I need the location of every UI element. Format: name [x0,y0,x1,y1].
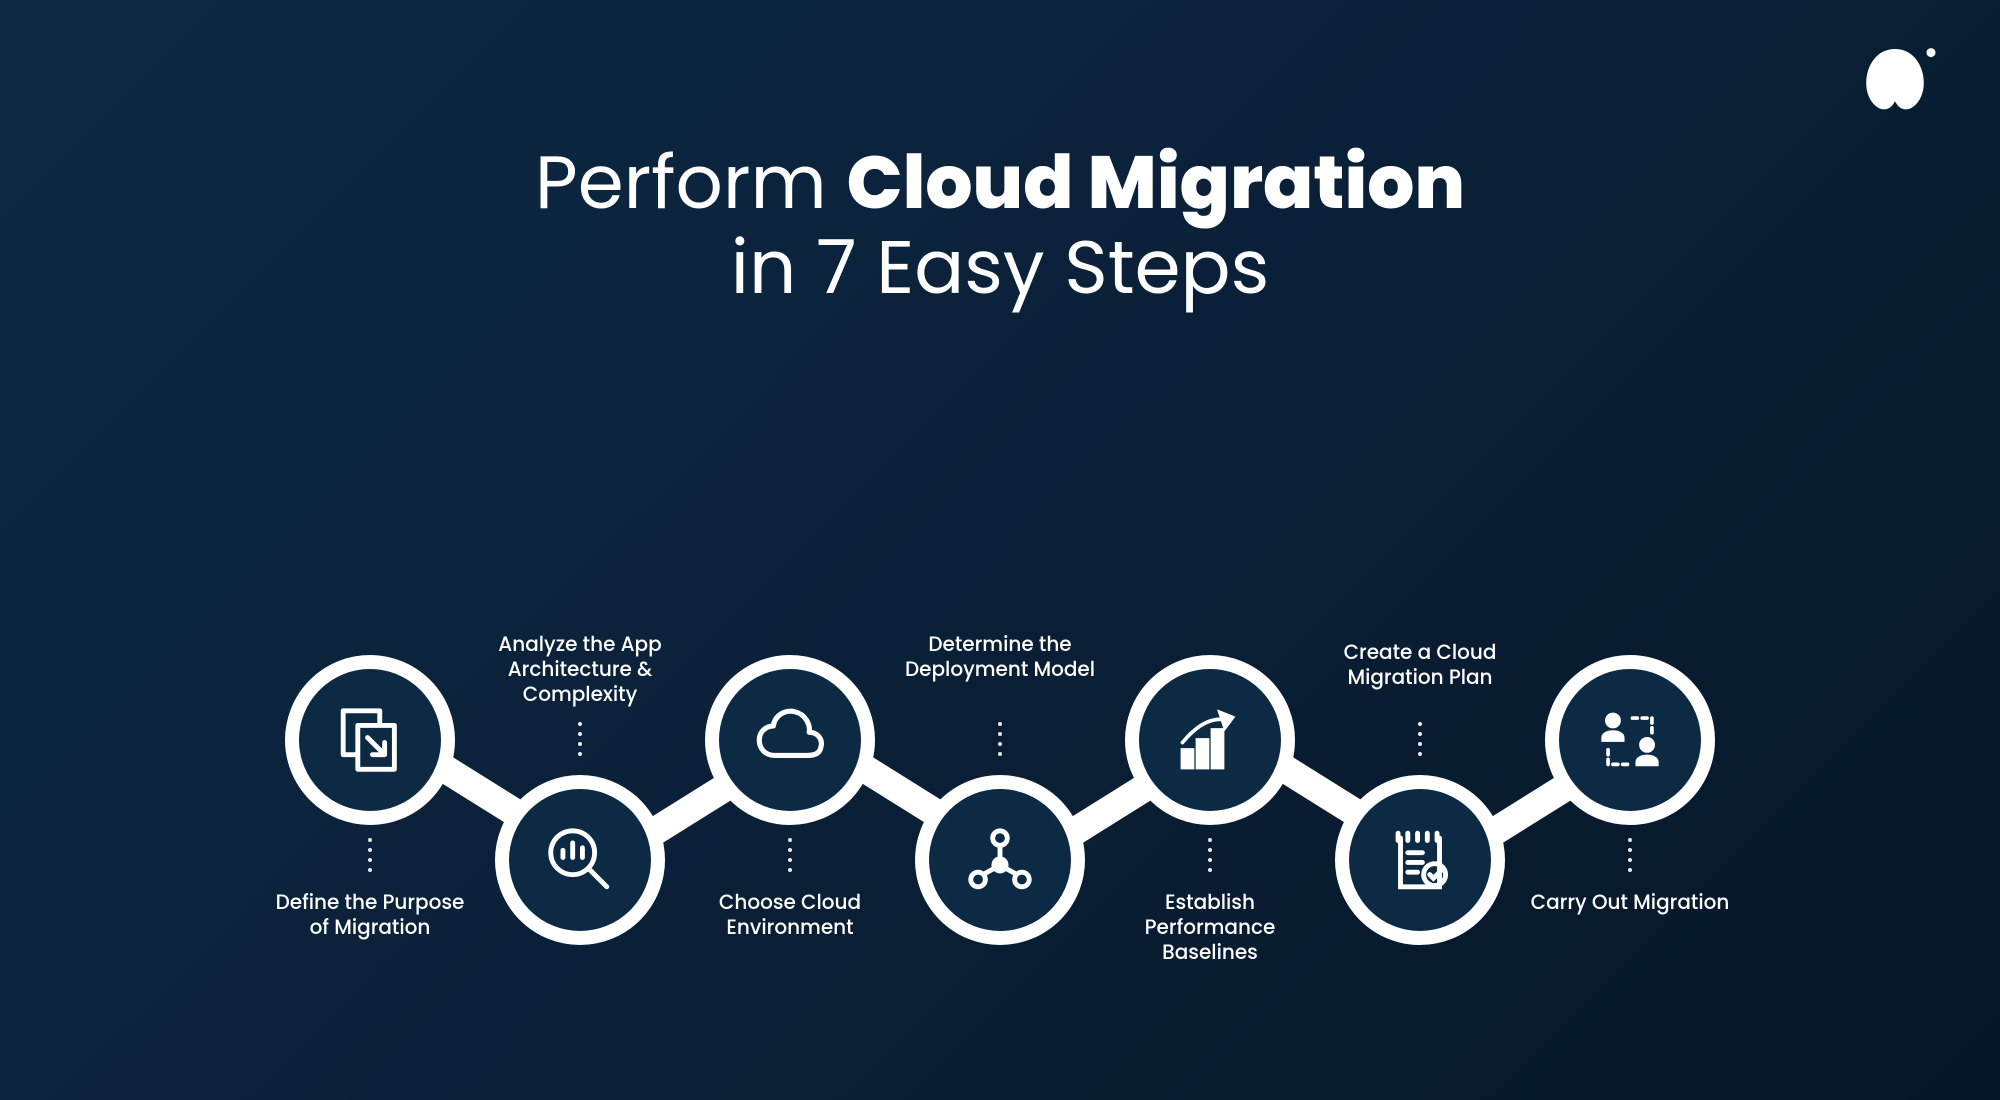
step-circle [915,775,1085,945]
step-label: Define the Purpose of Migration [270,890,470,940]
step-flow: Define the Purpose of Migration Anal [165,0,2000,1100]
step-label: Determine the Deployment Model [900,632,1100,682]
connector-dots [788,838,792,872]
magnifier-chart-icon [541,821,619,899]
documents-arrow-icon [331,701,409,779]
people-exchange-icon [1591,701,1669,779]
infographic-canvas: Perform Cloud Migration in 7 Easy Steps [0,0,2000,1100]
step-label: Carry Out Migration [1530,890,1730,915]
connector-dots [1628,838,1632,872]
connector-dots [578,722,582,756]
step-circle [1335,775,1505,945]
connector-dots [1418,722,1422,756]
step-label: Choose Cloud Environment [690,890,890,940]
connector-dots [998,722,1002,756]
step-circle [1545,655,1715,825]
cloud-icon [749,699,831,781]
growth-chart-icon [1170,700,1250,780]
checklist-icon [1381,821,1459,899]
step-label: Establish Performance Baselines [1110,890,1310,965]
connector-dots [1208,838,1212,872]
network-nodes-icon [961,821,1039,899]
step-circle [705,655,875,825]
step-circle [1125,655,1295,825]
step-label: Analyze the App Architecture & Complexit… [480,632,680,707]
step-circle [285,655,455,825]
connector-dots [368,838,372,872]
step-label: Create a Cloud Migration Plan [1320,640,1520,690]
step-circle [495,775,665,945]
